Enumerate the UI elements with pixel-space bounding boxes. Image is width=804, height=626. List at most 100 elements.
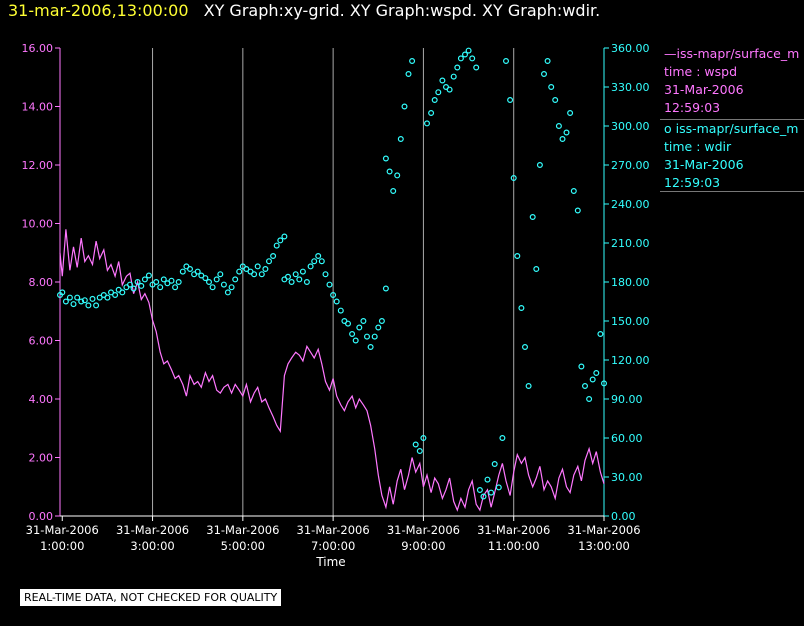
wdir-point — [412, 441, 419, 448]
wdir-point — [307, 263, 314, 270]
wdir-point — [581, 383, 588, 390]
left-axis: 0.00 2.00 4.00 6.00 8.00 10.00 12.00 14.00 16.00 — [22, 42, 61, 523]
wdir-point — [356, 324, 363, 331]
legend-wspd-date: 31-Mar-2006 — [664, 82, 744, 97]
wdir-point — [349, 331, 356, 338]
left-tick-label: 10.00 — [22, 218, 54, 231]
wdir-point — [157, 284, 164, 291]
wdir-point — [397, 136, 404, 143]
wdir-point — [270, 253, 277, 260]
wdir-point — [281, 233, 288, 240]
wdir-point — [593, 370, 600, 377]
wdir-point — [536, 162, 543, 169]
wdir-point — [507, 96, 514, 103]
left-tick-label: 12.00 — [22, 159, 54, 172]
wdir-point — [175, 279, 182, 286]
wdir-point — [345, 320, 352, 327]
legend-separator — [660, 119, 804, 120]
right-tick-label: 180.00 — [611, 276, 650, 289]
wdir-point — [367, 344, 374, 351]
left-tick-label: 0.00 — [29, 510, 54, 523]
left-tick-label: 8.00 — [29, 276, 54, 289]
wdir-point — [473, 64, 480, 71]
wdir-point — [333, 298, 340, 305]
legend-wdir-time: 12:59:03 — [664, 175, 721, 190]
right-tick-label: 30.00 — [611, 471, 643, 484]
wdir-point — [288, 279, 295, 286]
wdir-point — [141, 276, 148, 283]
wdir-point — [439, 77, 446, 84]
wdir-point — [409, 57, 416, 64]
x-tick-label: 31-Mar-2006 — [387, 523, 460, 537]
wdir-point — [70, 301, 77, 308]
wdir-point — [499, 435, 506, 442]
wdir-point — [352, 337, 359, 344]
wdir-point — [318, 258, 325, 265]
legend-wdir-variable: time : wdir — [664, 139, 732, 154]
wdir-point — [187, 266, 194, 273]
x-tick-label: 1:00:00 — [40, 539, 84, 553]
wdir-point — [405, 70, 412, 77]
wdir-point — [236, 268, 243, 275]
wdir-point — [548, 83, 555, 90]
wdir-point — [518, 305, 525, 312]
wdir-point — [228, 284, 235, 291]
left-tick-label: 4.00 — [29, 393, 54, 406]
wdir-point — [574, 207, 581, 214]
wdir-point — [428, 109, 435, 116]
wdir-point — [262, 266, 269, 273]
wdir-point — [258, 271, 265, 278]
legend-wdir: o iss-mapr/surface_m time : wdir 31-Mar-… — [664, 120, 804, 192]
x-tick-label: 31-Mar-2006 — [116, 523, 189, 537]
wdir-point — [435, 89, 442, 96]
wdir-point — [360, 318, 367, 325]
right-tick-label: 90.00 — [611, 393, 643, 406]
wdir-point — [529, 214, 536, 221]
x-tick-label: 9:00:00 — [401, 539, 445, 553]
legend-wspd-time: 12:59:03 — [664, 100, 721, 115]
right-tick-label: 210.00 — [611, 237, 650, 250]
wdir-point — [285, 273, 292, 280]
wdir-point — [104, 294, 111, 301]
legend-wdir-date: 31-Mar-2006 — [664, 157, 744, 172]
wdir-point — [254, 263, 261, 270]
wdir-point — [292, 271, 299, 278]
wdir-point — [277, 237, 284, 244]
wdir-point — [510, 175, 517, 182]
right-tick-label: 0.00 — [611, 510, 636, 523]
wdir-point — [160, 276, 167, 283]
wdir-point — [586, 396, 593, 403]
wdir-point — [378, 318, 385, 325]
wdir-point — [217, 271, 224, 278]
right-tick-label: 240.00 — [611, 198, 650, 211]
wdir-point — [540, 70, 547, 77]
x-tick-label: 31-Mar-2006 — [26, 523, 99, 537]
wdir-point — [303, 279, 310, 286]
right-tick-label: 300.00 — [611, 120, 650, 133]
wdir-point — [164, 280, 171, 287]
wdir-point — [251, 271, 258, 278]
wdir-point — [85, 302, 92, 309]
x-tick-label: 31-Mar-2006 — [567, 523, 640, 537]
wdir-point — [552, 96, 559, 103]
wdir-point — [382, 155, 389, 162]
wdir-point — [570, 188, 577, 195]
wdir-point — [394, 172, 401, 179]
wdir-point — [59, 289, 66, 296]
wdir-point — [416, 448, 423, 455]
wdir-point — [375, 324, 382, 331]
wdir-point — [465, 47, 472, 54]
wdir-point — [206, 279, 213, 286]
wdir-point — [382, 285, 389, 292]
wdir-point — [296, 276, 303, 283]
wdir-point — [202, 275, 209, 282]
wdir-point — [213, 276, 220, 283]
legend-wspd: —iss-mapr/surface_m time : wspd 31-Mar-2… — [664, 45, 804, 117]
wdir-point — [514, 253, 521, 260]
x-tick-label: 5:00:00 — [221, 539, 265, 553]
wdir-point — [209, 284, 216, 291]
wdir-point — [78, 298, 85, 305]
wdir-point — [503, 57, 510, 64]
x-tick-label: 7:00:00 — [311, 539, 355, 553]
